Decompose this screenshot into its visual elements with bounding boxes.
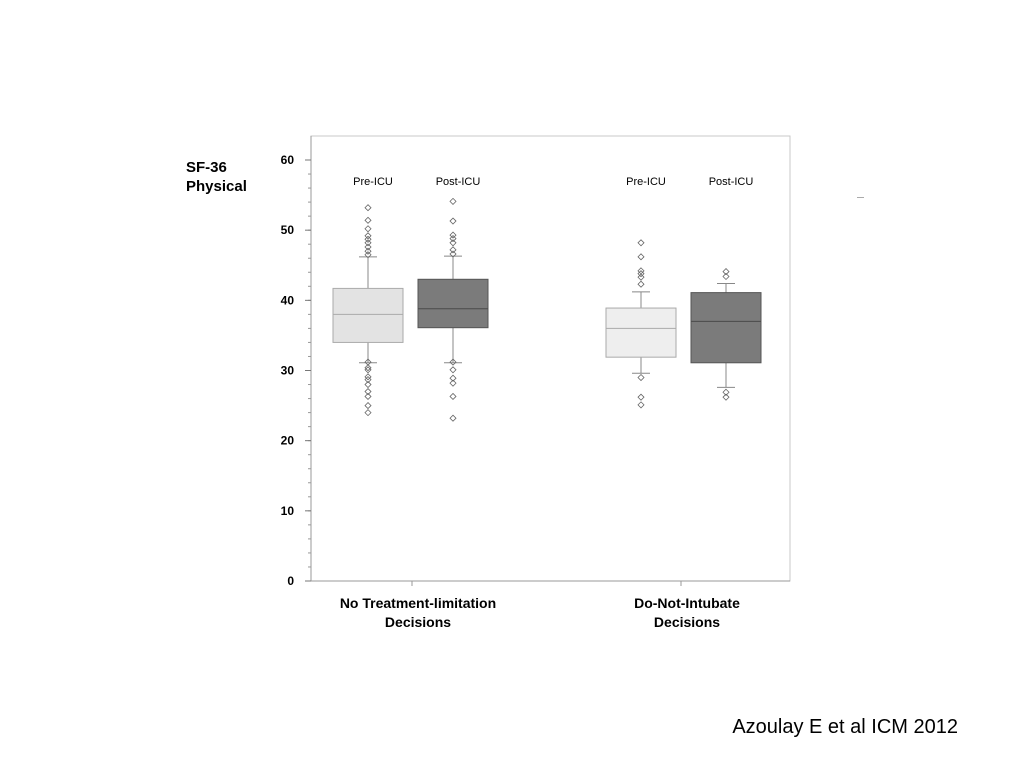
y-tick-label: 0 [287, 574, 294, 588]
outlier-point [449, 414, 457, 422]
outlier-point [364, 235, 372, 243]
outlier-point [364, 358, 372, 366]
outlier-point [364, 392, 372, 401]
outlier-point [637, 270, 645, 278]
outlier-point [364, 247, 372, 255]
outlier-point [364, 216, 372, 224]
box [417, 278, 489, 329]
outlier-point [722, 388, 730, 396]
box [332, 287, 404, 343]
y-tick-label: 50 [281, 223, 295, 237]
y-tick-label: 60 [281, 153, 295, 167]
outlier-point [449, 239, 457, 247]
outlier-point [637, 239, 645, 247]
box [690, 292, 762, 364]
outlier-point [722, 267, 730, 276]
outlier-point [637, 273, 645, 281]
outlier-point [449, 246, 457, 254]
outlier-point [449, 392, 457, 401]
outlier-point [364, 204, 372, 212]
y-axis-label-line-2: Physical [186, 178, 247, 195]
y-tick-label: 20 [281, 434, 295, 448]
x-category-label: Do-Not-Intubate [634, 595, 740, 611]
y-axis-label-line-1: SF-36 [186, 159, 227, 176]
outlier-point [364, 243, 372, 251]
outlier-point [637, 393, 645, 401]
outlier-point [364, 364, 372, 372]
outlier-point [364, 380, 372, 389]
outlier-point [722, 272, 730, 281]
outlier-point [722, 393, 730, 401]
outlier-point [364, 387, 372, 396]
x-category-label: Decisions [654, 614, 720, 630]
outlier-point [449, 231, 457, 239]
outlier-point [449, 197, 457, 205]
outlier-point [364, 225, 372, 233]
y-tick-label: 10 [281, 504, 295, 518]
outlier-point [637, 267, 645, 275]
y-axis-label: SF-36 Physical [186, 158, 247, 196]
outlier-point [364, 366, 372, 374]
outlier-point [364, 373, 372, 381]
outlier-point [364, 376, 372, 384]
stray-dash-mark [857, 197, 864, 198]
outlier-point [637, 373, 645, 382]
outlier-point [449, 366, 457, 374]
outlier-point [364, 409, 372, 417]
series-label: Post-ICU [436, 176, 481, 188]
citation: Azoulay E et al ICM 2012 [732, 716, 958, 738]
outlier-point [449, 379, 457, 387]
outlier-point [449, 217, 457, 225]
outlier-point [364, 232, 372, 240]
y-tick-label: 30 [281, 364, 295, 378]
outlier-point [364, 402, 372, 410]
y-tick-label: 40 [281, 293, 295, 307]
box [605, 307, 677, 358]
outlier-point [364, 239, 372, 247]
series-label: Pre-ICU [626, 176, 666, 188]
outlier-point [449, 358, 457, 366]
outlier-point [449, 250, 457, 258]
outlier-point [637, 253, 645, 261]
x-category-label: Decisions [385, 614, 451, 630]
x-category-label: No Treatment-limitation [340, 595, 496, 611]
series-label: Pre-ICU [353, 176, 393, 188]
outlier-point [637, 280, 645, 288]
outlier-point [637, 401, 645, 409]
outlier-point [449, 235, 457, 243]
outlier-point [364, 251, 372, 259]
series-label: Post-ICU [709, 176, 754, 188]
outlier-point [449, 374, 457, 382]
